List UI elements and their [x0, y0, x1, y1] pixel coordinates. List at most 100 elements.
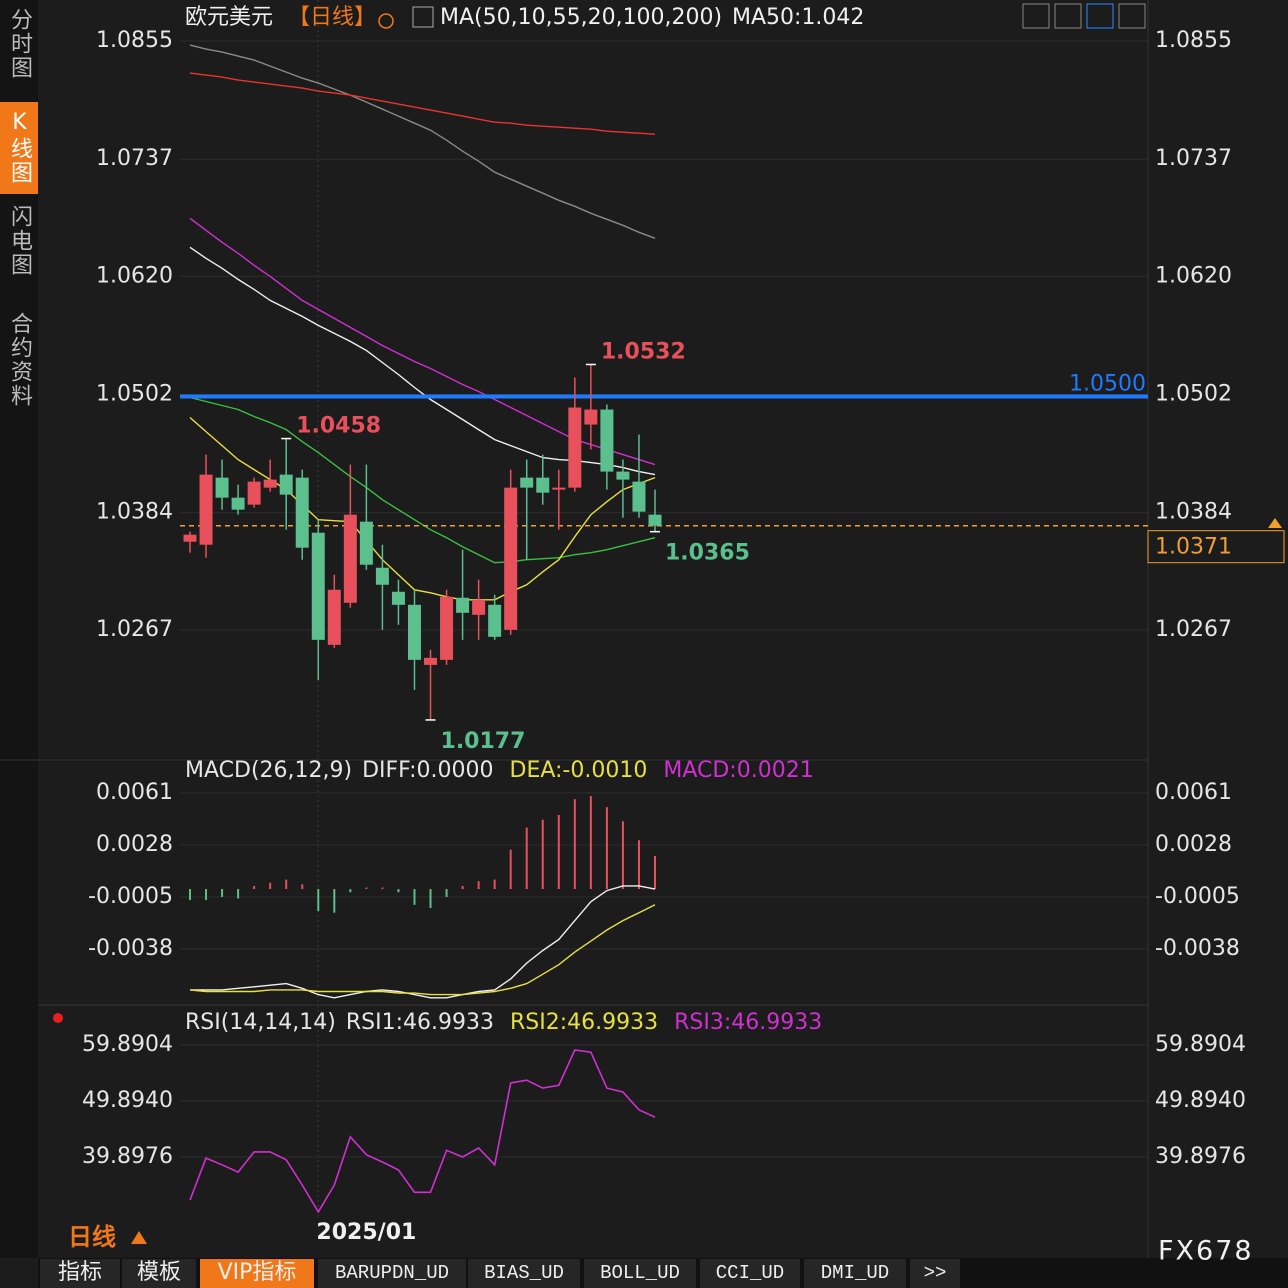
panel-label: RSI3:46.9933 — [674, 1010, 822, 1035]
tab[interactable]: 指标 — [58, 1260, 102, 1285]
tab[interactable]: DMI_UD — [821, 1262, 889, 1284]
tab[interactable]: 模板 — [137, 1260, 181, 1285]
sidebar-tab[interactable]: 闪电图 — [7, 205, 32, 277]
y-tick-label-right: 1.0620 — [1155, 263, 1232, 288]
y-tick-label-right: 39.8976 — [1155, 1144, 1246, 1169]
line — [189, 904, 656, 996]
y-tick-label: -0.0005 — [88, 884, 173, 909]
sidebar — [0, 0, 38, 1258]
tab[interactable]: BIAS_UD — [484, 1262, 564, 1284]
tab-bg[interactable] — [200, 1259, 314, 1288]
candle-body — [456, 597, 470, 613]
candle-body — [407, 604, 421, 660]
candle-body — [311, 532, 325, 640]
tab-bg[interactable] — [910, 1259, 960, 1288]
period: 【日线】 — [288, 5, 376, 30]
icon[interactable] — [1022, 3, 1050, 29]
candle-body — [295, 477, 309, 548]
sidebar-tab[interactable]: 合约资料 — [7, 312, 33, 408]
icon[interactable] — [1118, 3, 1146, 29]
rsi-icon — [53, 1013, 63, 1023]
y-tick-label: 1.0737 — [96, 146, 173, 171]
y-tick-label: 1.0384 — [96, 500, 173, 525]
y-tick-label: 0.0061 — [96, 780, 173, 805]
candle-body — [648, 514, 662, 526]
candle-body — [440, 596, 454, 660]
line — [189, 1049, 656, 1214]
add-icon[interactable] — [378, 13, 394, 29]
y-tick-label-right: 1.0384 — [1155, 500, 1232, 525]
extreme-label: 1.0532 — [601, 339, 686, 364]
panel-label: DIFF:0.0000 — [362, 758, 493, 783]
candle-body — [215, 477, 229, 498]
y-tick-label-right: 1.0855 — [1155, 28, 1232, 53]
candle-body — [632, 481, 646, 512]
candle-body — [375, 567, 389, 585]
icon[interactable] — [1086, 3, 1114, 29]
extreme-label: 1.0177 — [441, 729, 526, 754]
tab[interactable]: BARUPDN_UD — [335, 1262, 449, 1284]
candle-body — [536, 477, 550, 493]
candle-body — [343, 514, 357, 603]
panel-label: RSI1:46.9933 — [346, 1010, 494, 1035]
candle-body — [391, 591, 405, 605]
tab-bg[interactable] — [584, 1259, 696, 1288]
sidebar-tab[interactable]: 分时图 — [7, 8, 33, 80]
extreme-label: 1.0458 — [296, 414, 381, 439]
tab[interactable]: >> — [924, 1262, 947, 1284]
y-tick-label: 1.0620 — [96, 263, 173, 288]
tab-bg[interactable] — [40, 1259, 120, 1288]
tab-bg[interactable] — [318, 1259, 466, 1288]
price-box — [1147, 530, 1285, 564]
y-tick-label-right: 59.8904 — [1155, 1032, 1246, 1057]
tab-bg[interactable] — [468, 1259, 580, 1288]
panel-label: DEA:-0.0010 — [510, 758, 648, 783]
y-tick-label: -0.0038 — [88, 936, 173, 961]
sidebar-tab[interactable]: K线图 — [7, 110, 32, 185]
footer-period[interactable]: 日线 — [68, 1223, 116, 1251]
candle-body — [247, 481, 261, 505]
toolbar-icons[interactable] — [1022, 3, 1146, 29]
y-tick-label-right: 49.8940 — [1155, 1088, 1246, 1113]
panel-title: RSI(14,14,14) — [185, 1010, 336, 1035]
candle-body — [327, 589, 341, 645]
indicator-icon — [412, 6, 434, 28]
y-tick-label-right: 1.0502 — [1155, 382, 1232, 407]
y-tick-label-right: -0.0038 — [1155, 936, 1240, 961]
icon[interactable] — [1054, 3, 1082, 29]
y-tick-label: 1.0855 — [96, 28, 173, 53]
panel-label: RSI2:46.9933 — [510, 1010, 658, 1035]
y-tick-label-right: 0.0028 — [1155, 832, 1232, 857]
h-line-label: 1.0500 — [1069, 372, 1146, 397]
tab-bg[interactable] — [122, 1259, 196, 1288]
period-arrow — [131, 1231, 147, 1244]
y-tick-label: 49.8940 — [82, 1088, 173, 1113]
tab[interactable]: CCI_UD — [716, 1262, 784, 1284]
sidebar-active — [0, 102, 38, 194]
candle-body — [584, 409, 598, 425]
tab-bg[interactable] — [700, 1259, 800, 1288]
tab-bg[interactable] — [804, 1259, 906, 1288]
line — [189, 44, 656, 239]
candle-body — [472, 599, 486, 615]
tab[interactable]: VIP指标 — [218, 1260, 297, 1285]
candle-body — [231, 497, 245, 510]
price-marker — [1268, 518, 1282, 528]
tab[interactable]: BOLL_UD — [600, 1262, 680, 1284]
candle-body — [359, 521, 373, 565]
panel-label: MACD:0.0021 — [663, 758, 813, 783]
candle-body — [183, 534, 197, 542]
brand: FX678 — [1158, 1236, 1254, 1267]
line — [189, 416, 656, 601]
panel-title: MACD(26,12,9) — [185, 758, 352, 783]
line — [189, 72, 656, 135]
candle-body — [520, 477, 534, 488]
y-tick-label-right: -0.0005 — [1155, 884, 1240, 909]
extreme-label: 1.0365 — [665, 541, 750, 566]
price-label: 1.0371 — [1155, 535, 1232, 560]
y-tick-label-right: 0.0061 — [1155, 780, 1232, 805]
y-tick-label: 1.0502 — [96, 382, 173, 407]
candle-body — [552, 487, 566, 490]
